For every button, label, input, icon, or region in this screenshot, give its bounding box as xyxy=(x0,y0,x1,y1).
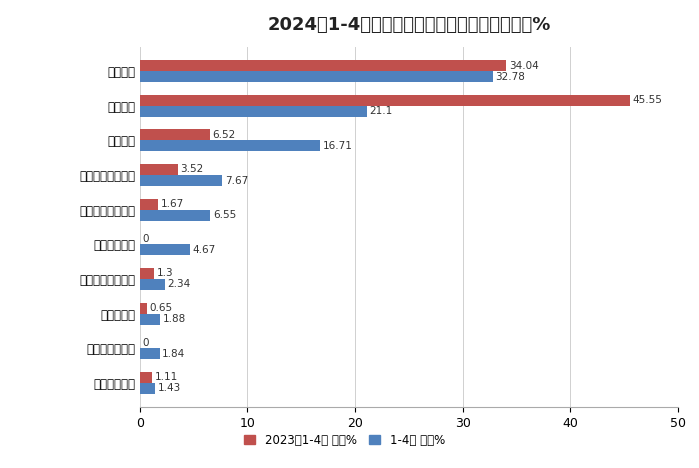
Bar xyxy=(140,106,367,117)
Text: 3.52: 3.52 xyxy=(180,164,203,175)
Bar xyxy=(140,175,222,186)
Text: 1.43: 1.43 xyxy=(158,383,181,394)
Text: 2.34: 2.34 xyxy=(168,279,191,290)
Bar xyxy=(140,383,155,394)
Bar xyxy=(140,140,319,152)
Text: 1.3: 1.3 xyxy=(157,269,173,278)
Text: 6.52: 6.52 xyxy=(212,130,236,140)
Legend: 2023年1-4月 占比%, 1-4月 占比%: 2023年1-4月 占比%, 1-4月 占比% xyxy=(239,429,450,452)
Bar xyxy=(140,129,210,140)
Bar xyxy=(140,244,190,256)
Bar xyxy=(140,198,158,210)
Bar xyxy=(140,372,152,383)
Text: 45.55: 45.55 xyxy=(633,95,663,105)
Text: 21.1: 21.1 xyxy=(370,106,393,116)
Bar xyxy=(140,314,160,325)
Text: 34.04: 34.04 xyxy=(509,60,539,71)
Text: 1.11: 1.11 xyxy=(154,373,178,382)
Text: 16.71: 16.71 xyxy=(322,141,352,151)
Text: 0.65: 0.65 xyxy=(150,303,173,313)
Text: 4.67: 4.67 xyxy=(193,245,216,255)
Bar xyxy=(140,210,210,221)
Title: 2024年1-4月新能源搅拌车占比及去年同期占比%: 2024年1-4月新能源搅拌车占比及去年同期占比% xyxy=(267,16,551,34)
Bar xyxy=(140,60,506,71)
Text: 1.88: 1.88 xyxy=(163,314,186,324)
Text: 0: 0 xyxy=(143,338,149,348)
Text: 32.78: 32.78 xyxy=(496,72,525,81)
Bar xyxy=(140,302,147,314)
Text: 6.55: 6.55 xyxy=(213,210,236,220)
Text: 7.67: 7.67 xyxy=(225,176,248,185)
Bar xyxy=(140,164,178,175)
Bar xyxy=(140,95,630,106)
Text: 1.67: 1.67 xyxy=(161,199,184,209)
Bar xyxy=(140,279,165,290)
Bar xyxy=(140,348,159,359)
Bar xyxy=(140,71,493,82)
Bar xyxy=(140,268,154,279)
Text: 0: 0 xyxy=(143,234,149,244)
Text: 1.84: 1.84 xyxy=(162,349,185,359)
